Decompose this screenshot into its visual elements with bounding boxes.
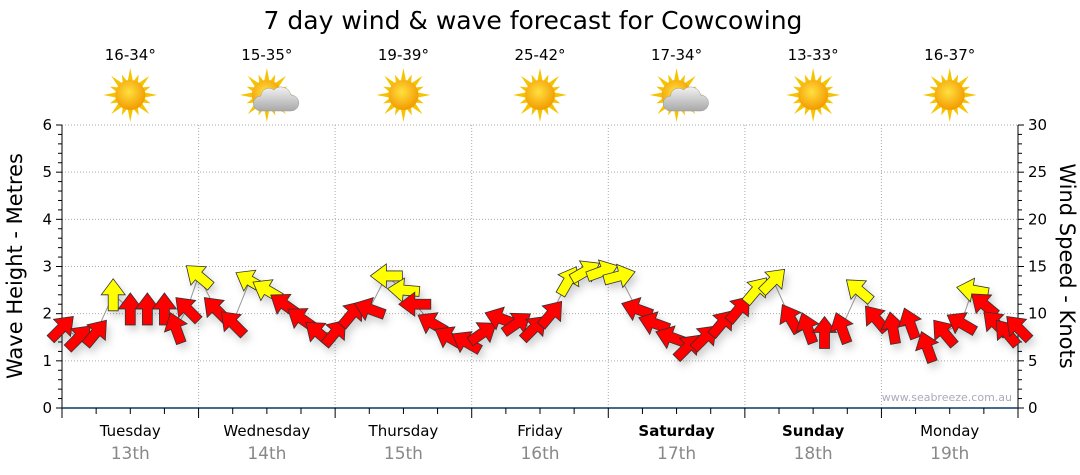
temperature-range: 17-34° [651, 46, 702, 64]
wind-arrow [353, 297, 387, 322]
wind-arrow [585, 259, 619, 284]
left-tick-label: 1 [42, 352, 52, 370]
wind-arrow [933, 319, 959, 349]
wind-arrow [845, 279, 875, 305]
right-tick-label: 0 [1028, 399, 1038, 417]
wind-arrow [466, 322, 497, 347]
right-tick-label: 25 [1028, 163, 1047, 181]
wind-arrow [880, 311, 906, 345]
day-label: Sunday [782, 422, 845, 440]
date-label: 15th [384, 444, 423, 464]
date-label: 19th [930, 444, 969, 464]
wind-arrow [134, 292, 161, 326]
day-label: Friday [517, 422, 563, 440]
wind-arrow [995, 319, 1022, 349]
wind-arrow [971, 293, 1000, 319]
wind-arrow [536, 300, 563, 330]
sun-icon [922, 68, 977, 122]
partly-cloudy-icon [649, 68, 709, 122]
wind-arrow [81, 319, 107, 349]
right-tick-label: 30 [1028, 116, 1047, 134]
right-tick-label: 5 [1028, 352, 1038, 370]
left-tick-label: 2 [42, 305, 52, 323]
wind-arrow [811, 315, 838, 349]
left-tick-label: 6 [42, 116, 52, 134]
wind-arrow [602, 263, 636, 289]
wind-arrow [386, 277, 421, 303]
date-label: 14th [247, 444, 286, 464]
wind-arrow [1006, 316, 1034, 344]
wind-arrow [638, 311, 672, 336]
wind-arrow [46, 316, 74, 344]
wind-arrow [175, 297, 203, 325]
temperature-range: 25-42° [514, 46, 565, 64]
partly-cloudy-icon [239, 68, 300, 122]
sun-icon [786, 68, 841, 122]
wind-arrow [795, 312, 820, 346]
wind-arrow [100, 278, 127, 312]
watermark: www.seabreeze.com.au [882, 391, 1012, 404]
date-label: 16th [520, 444, 559, 464]
wind-arrow [757, 268, 786, 297]
right-tick-label: 10 [1028, 305, 1047, 323]
date-label: 18th [794, 444, 833, 464]
wind-arrow [320, 319, 346, 349]
right-axis-label: Wind Speed - Knots [1055, 163, 1079, 368]
wind-arrow [117, 292, 144, 326]
wind-arrow [897, 307, 923, 341]
right-tick-label: 15 [1028, 258, 1047, 276]
sun-icon [376, 68, 431, 122]
right-tick-label: 20 [1028, 210, 1047, 228]
day-label: Tuesday [99, 422, 161, 440]
left-tick-label: 4 [42, 210, 52, 228]
left-tick-label: 3 [42, 258, 52, 276]
sun-icon [513, 68, 567, 122]
wind-arrow [915, 331, 940, 364]
temperature-range: 15-35° [241, 46, 292, 64]
wind-arrows [46, 259, 1034, 364]
temperature-range: 16-34° [105, 46, 156, 64]
left-tick-label: 0 [42, 399, 52, 417]
wind-arrow [163, 312, 188, 346]
left-tick-label: 5 [42, 163, 52, 181]
wind-arrow [451, 331, 483, 355]
wind-arrow [829, 312, 854, 346]
temperature-range: 16-37° [924, 46, 975, 64]
wind-arrow [185, 265, 215, 291]
chart-title: 7 day wind & wave forecast for Cowcowing [264, 6, 803, 35]
wind-arrow [220, 311, 249, 339]
date-label: 13th [111, 444, 150, 464]
wind-arrow [724, 296, 750, 325]
day-label: Wednesday [223, 422, 310, 440]
wind-arrow [946, 312, 978, 336]
sun-icon [103, 68, 158, 122]
temperature-range: 13-33° [788, 46, 839, 64]
date-label: 17th [657, 444, 696, 464]
wind-arrow [398, 291, 432, 318]
day-label: Thursday [368, 422, 439, 440]
temperature-range: 19-39° [378, 46, 429, 64]
day-label: Saturday [638, 422, 715, 440]
wind-arrow [369, 263, 403, 289]
left-axis-label: Wave Height - Metres [3, 153, 27, 379]
day-label: Monday [920, 422, 979, 440]
wind-arrow [621, 297, 654, 322]
wind-arrow [500, 312, 531, 337]
